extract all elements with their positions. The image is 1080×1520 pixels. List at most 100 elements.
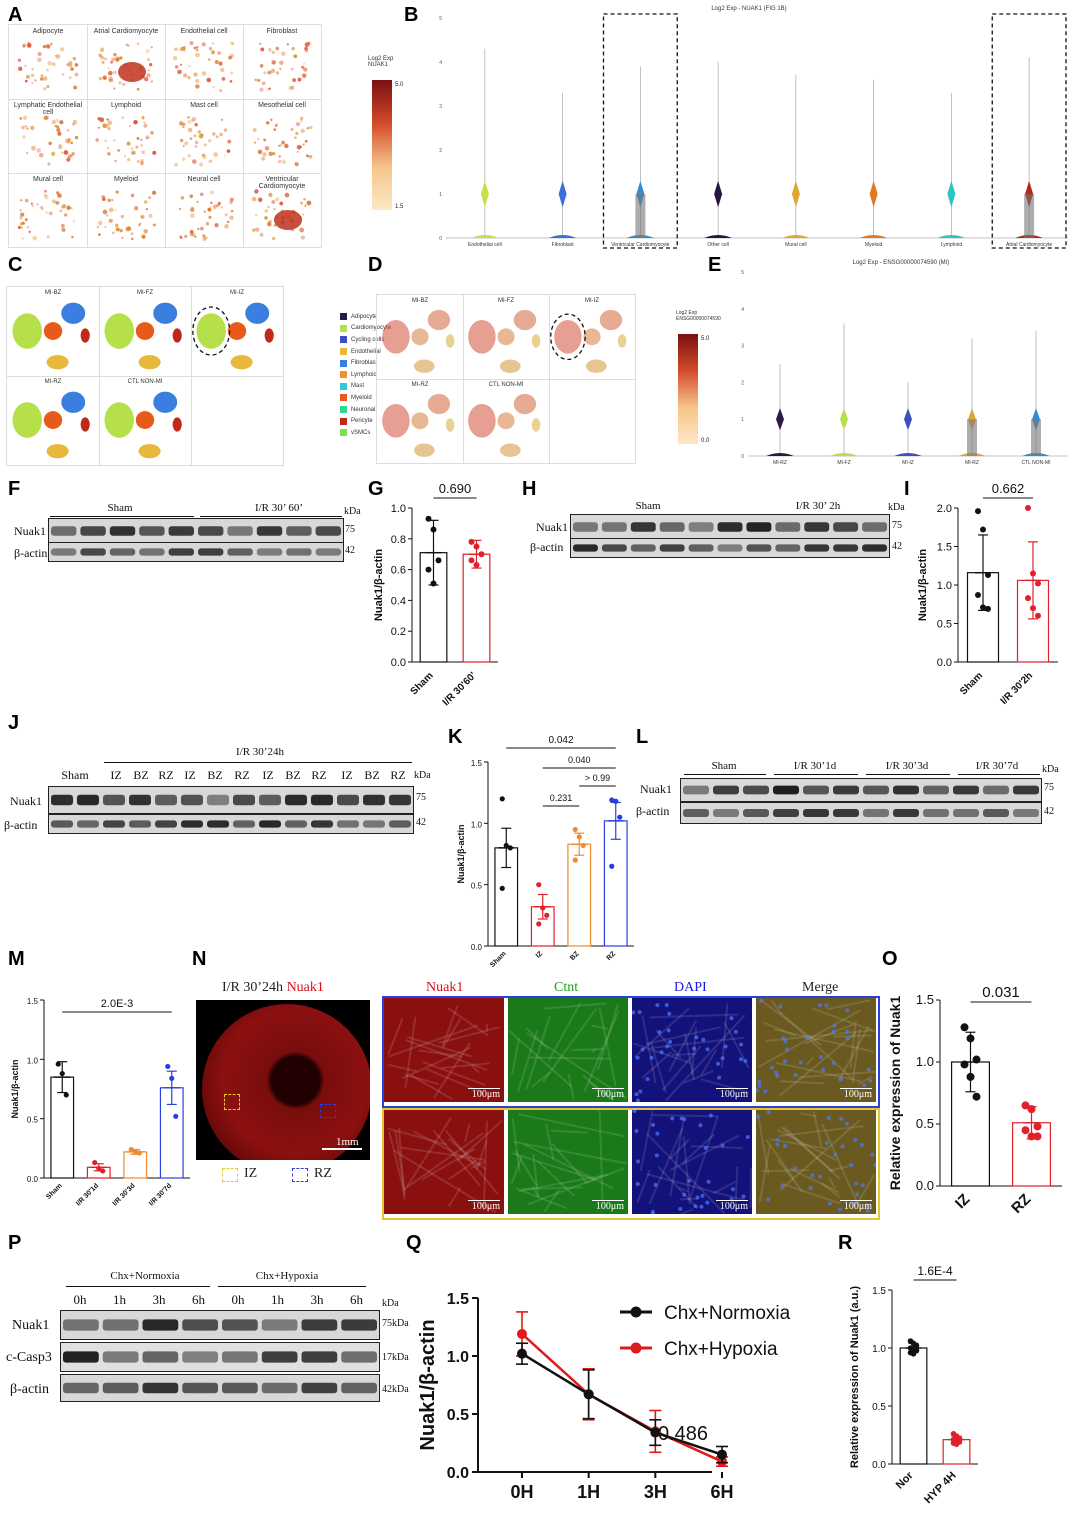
y-tick-label: 1.0 bbox=[27, 1056, 39, 1065]
nucleus bbox=[745, 1135, 750, 1140]
umap-point bbox=[31, 68, 34, 71]
texture-line bbox=[678, 1187, 689, 1193]
x-tick-label: I/R 30'60' bbox=[441, 670, 479, 708]
nucleus bbox=[649, 1055, 654, 1060]
blot-band bbox=[301, 1319, 338, 1331]
umap-point bbox=[197, 227, 200, 230]
umap-scatter bbox=[382, 309, 455, 373]
texture-line bbox=[447, 1138, 487, 1171]
umap-point bbox=[259, 232, 264, 237]
umap-point bbox=[140, 215, 144, 219]
blot-bands bbox=[573, 544, 887, 552]
umap-point bbox=[220, 118, 224, 121]
texture-line bbox=[521, 1186, 584, 1190]
p-value-label: 1.6E-4 bbox=[917, 1264, 953, 1278]
texture-line bbox=[760, 999, 822, 1046]
data-point bbox=[985, 605, 991, 612]
umap-scatter bbox=[173, 116, 232, 167]
texture-line bbox=[758, 1144, 771, 1203]
blot-l-line bbox=[774, 774, 858, 775]
umap-point bbox=[304, 204, 307, 207]
umap-cell-title: Mural cell bbox=[33, 176, 63, 183]
chart-k: 0.0 0.5 1.0 1.5 Nuak1/β-actin Sham IZ BZ RZ 0.042… bbox=[456, 735, 634, 969]
umap-cluster bbox=[230, 355, 253, 370]
blot-bands bbox=[63, 1382, 377, 1394]
umap-cluster bbox=[513, 393, 537, 415]
umap-point bbox=[202, 154, 207, 160]
data-point bbox=[468, 557, 475, 564]
texture-line bbox=[777, 1159, 804, 1193]
umap-point bbox=[270, 68, 276, 74]
umap-point bbox=[215, 135, 219, 139]
umap-point bbox=[37, 57, 42, 63]
violin-title: Log2 Exp - ENSG00000074590 (MI) bbox=[853, 260, 950, 266]
umap-point bbox=[152, 150, 157, 155]
texture-line bbox=[536, 1160, 576, 1197]
texture-line bbox=[652, 1113, 719, 1118]
data-point bbox=[517, 1328, 527, 1339]
umap-point bbox=[40, 206, 44, 210]
umap-point bbox=[300, 235, 306, 240]
umap-point bbox=[191, 159, 197, 164]
x-tick-label: RZ bbox=[1008, 1191, 1034, 1217]
umap-point bbox=[299, 116, 304, 121]
umap-point bbox=[123, 155, 127, 158]
texture-line bbox=[856, 1174, 876, 1205]
umap-point bbox=[72, 220, 75, 223]
umap-scatter bbox=[192, 302, 274, 370]
umap-scatter bbox=[98, 42, 153, 91]
umap-point bbox=[63, 213, 68, 217]
blot-h-row-actin: β-actin bbox=[530, 540, 564, 554]
data-point bbox=[536, 921, 542, 927]
umap-point bbox=[182, 125, 185, 129]
highlight-ellipse bbox=[192, 306, 231, 356]
nucleus bbox=[870, 1152, 875, 1157]
umap-point bbox=[296, 150, 299, 153]
violin-xlabel: Lymphoid bbox=[941, 242, 963, 248]
blot-h-strip-actin bbox=[570, 538, 890, 558]
texture-line bbox=[404, 1039, 488, 1071]
violin-xlabel: MI-RZ bbox=[773, 460, 787, 466]
texture-line bbox=[597, 1004, 619, 1071]
umap-scatter bbox=[17, 41, 79, 91]
umap-point bbox=[121, 116, 125, 120]
umap-cell: CTL NON-MI bbox=[99, 376, 192, 466]
umap-cluster bbox=[497, 412, 515, 430]
umap-point bbox=[46, 44, 51, 49]
nucleus bbox=[833, 1152, 838, 1157]
nucleus bbox=[782, 1059, 787, 1064]
umap-point bbox=[181, 157, 186, 161]
y-tick-label: 0.5 bbox=[27, 1116, 39, 1125]
y-tick-label: 0.0 bbox=[447, 1465, 469, 1482]
texture-line bbox=[756, 1113, 770, 1176]
nucleus bbox=[667, 1011, 672, 1016]
texture-line bbox=[482, 1120, 488, 1211]
umap-point bbox=[96, 225, 99, 229]
texture-line bbox=[567, 1073, 575, 1099]
umap-scatter bbox=[382, 393, 455, 457]
nucleus bbox=[738, 1057, 743, 1062]
data-point bbox=[613, 798, 619, 804]
panel-label-e: E bbox=[708, 254, 722, 276]
nucleus bbox=[844, 1029, 849, 1034]
x-tick-label: 3H bbox=[644, 1482, 667, 1502]
umap-cell: MI-RZ bbox=[7, 376, 100, 466]
blot-band bbox=[659, 522, 685, 532]
blot-band bbox=[601, 522, 627, 532]
texture-line bbox=[780, 1126, 834, 1173]
data-point bbox=[1035, 580, 1041, 587]
umap-point bbox=[136, 42, 140, 45]
colorbar-gradient bbox=[372, 80, 392, 210]
umap-point bbox=[21, 237, 25, 240]
umap-cluster bbox=[227, 322, 247, 340]
umap-point bbox=[30, 125, 35, 131]
umap-point bbox=[46, 84, 50, 89]
umap-point bbox=[214, 60, 219, 65]
umap-point bbox=[36, 203, 39, 206]
blot-l-strip-nuak1 bbox=[680, 778, 1042, 802]
nucleus bbox=[828, 1201, 833, 1206]
microscopy-texture bbox=[508, 1002, 627, 1101]
blot-lane-label: 3h bbox=[310, 1292, 324, 1307]
umap-point bbox=[118, 81, 122, 85]
umap-cluster bbox=[413, 443, 435, 457]
